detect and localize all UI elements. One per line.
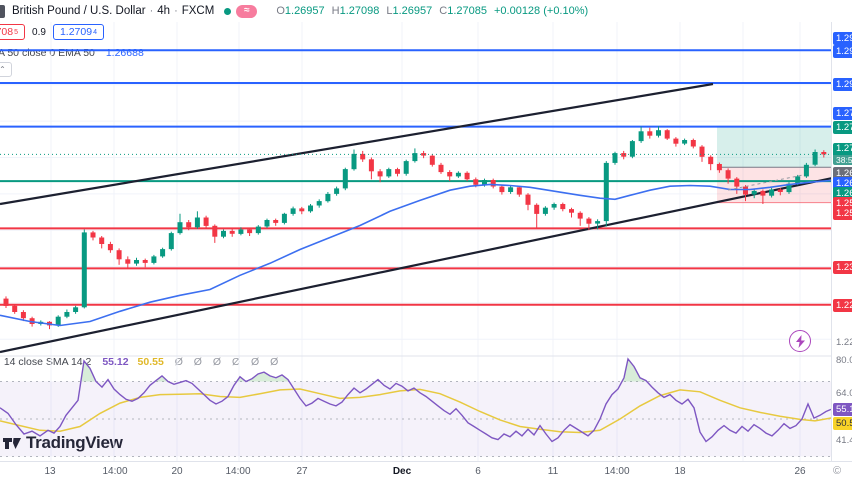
symbol-flag-icon — [0, 4, 5, 18]
price-scale-label: 1.290 — [833, 77, 852, 91]
time-scale-label: Dec — [392, 466, 412, 477]
price-scale-label: 1.278 — [833, 106, 852, 120]
price-scale-label: 80.00 — [836, 354, 852, 366]
time-scale-label: 13 — [44, 466, 56, 477]
timeframe-label: 4h — [157, 5, 171, 17]
ask-price-button[interactable]: 1.2709 4 — [52, 24, 104, 40]
lightning-bolt-icon — [795, 334, 805, 348]
low-label: L — [386, 5, 393, 17]
spread-value: 0.9 — [32, 26, 46, 38]
high-value: 1.27098 — [339, 5, 380, 17]
high-label: H — [331, 5, 340, 17]
market-status-wave-button[interactable]: ≈ — [236, 4, 258, 18]
price-axis[interactable]: 1.2991.2991.2901.2781.2781.27038:531.267… — [831, 22, 852, 461]
low-value: 1.26957 — [392, 5, 433, 17]
lightning-bolt-button[interactable] — [789, 330, 811, 352]
ohlc-readout: O 1.26957 H 1.27098 L 1.26957 C 1.27085 +0.0… — [269, 5, 588, 17]
price-scale-label: 1.299 — [833, 31, 852, 45]
bid-price-sup: 5 — [14, 28, 19, 36]
ask-price: 1.2709 — [59, 26, 93, 38]
current-price-label: 1.27038:53 — [833, 143, 852, 165]
time-scale-label: 14:00 — [225, 466, 251, 477]
copyright-icon: © — [833, 465, 842, 477]
time-scale-label: 20 — [171, 466, 183, 477]
close-label: C — [439, 5, 448, 17]
bid-price: 1.2708 — [0, 26, 14, 38]
market-status-dot — [224, 7, 232, 15]
open-value: 1.26957 — [284, 5, 325, 17]
time-scale-label: 27 — [296, 466, 308, 477]
time-scale-label: 26 — [794, 466, 806, 477]
time-scale-label: 14:00 — [102, 466, 128, 477]
title-separator2: · — [174, 5, 178, 17]
price-scale-label: 1.229 — [833, 298, 852, 312]
price-scale-label: 1.256 — [833, 206, 852, 220]
price-scale-label: 1.239 — [833, 260, 852, 274]
legend-collapse-button[interactable]: ⌃ — [0, 62, 12, 77]
price-scale-label: 41.44 — [836, 434, 852, 446]
exchange-label: FXCM — [181, 5, 215, 17]
time-scale-label: 11 — [547, 466, 559, 477]
price-scale-label: 1.278 — [833, 120, 852, 134]
current-price-value: 1.270 — [833, 143, 852, 155]
price-scale-label: 50.55 — [833, 416, 852, 430]
ask-price-sup: 4 — [93, 28, 97, 36]
symbol-title[interactable]: British Pound / U.S. Dollar · 4h · FXCM — [12, 5, 214, 17]
title-separator: · — [149, 5, 154, 17]
price-scale-label: 64.00 — [836, 387, 852, 399]
symbol-name: British Pound / U.S. Dollar — [12, 5, 146, 17]
price-scale-label: 55.12 — [833, 402, 852, 416]
bar-countdown: 38:53 — [833, 155, 852, 165]
time-scale-label: 6 — [475, 466, 481, 477]
price-scale-label: 1.299 — [833, 44, 852, 58]
change-value: +0.00128 (+0.10%) — [493, 5, 589, 17]
time-scale-label: 18 — [674, 466, 686, 477]
close-value: 1.27085 — [447, 5, 487, 17]
time-axis[interactable]: 13 14:00 20 14:00 27 Dec 6 11 14:00 18 26 — [0, 461, 852, 485]
price-scale-label: 1.220 — [836, 336, 852, 348]
time-scale-label: 14:00 — [604, 466, 630, 477]
open-label: O — [276, 5, 285, 17]
bid-price-button[interactable]: 1.27085 — [0, 24, 26, 40]
